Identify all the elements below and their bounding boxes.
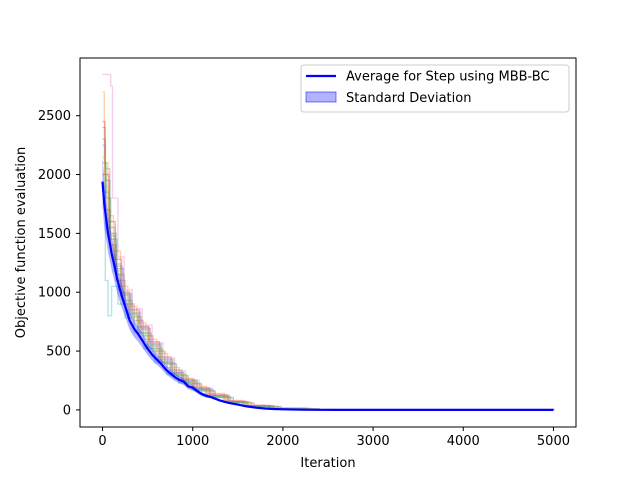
y-tick-label: 2000 xyxy=(38,168,71,183)
x-tick-label: 5000 xyxy=(537,434,570,449)
y-tick-label: 500 xyxy=(46,345,71,360)
average-line-layer xyxy=(101,181,554,411)
run-trace-1 xyxy=(102,138,555,411)
legend: Average for Step using MBB-BC Standard D… xyxy=(300,64,570,113)
x-axis-label: Iteration xyxy=(300,456,355,471)
legend-box xyxy=(300,64,570,113)
x-axis-ticks: 0 1000 2000 3000 4000 5000 xyxy=(98,427,570,449)
legend-std-swatch xyxy=(305,91,337,103)
run-trace-2 xyxy=(102,91,555,411)
y-axis-ticks: 0 500 1000 1500 2000 2500 xyxy=(38,109,80,418)
y-tick-label: 1500 xyxy=(38,227,71,242)
y-tick-label: 1000 xyxy=(38,286,71,301)
run-trace-3 xyxy=(102,162,555,411)
y-tick-label: 2500 xyxy=(38,109,71,124)
run-trace-8 xyxy=(102,126,555,411)
run-trace-5 xyxy=(102,144,555,411)
x-tick-label: 1000 xyxy=(176,434,209,449)
x-tick-label: 2000 xyxy=(266,434,299,449)
x-tick-label: 4000 xyxy=(447,434,480,449)
average-line xyxy=(101,181,554,411)
x-tick-label: 3000 xyxy=(357,434,390,449)
y-tick-label: 0 xyxy=(63,403,71,418)
run-trace-7 xyxy=(102,73,555,411)
y-axis-label: Objective function evaluation xyxy=(14,147,29,338)
legend-std-label: Standard Deviation xyxy=(346,91,471,106)
x-tick-label: 0 xyxy=(98,434,106,449)
run-trace-9 xyxy=(102,156,555,411)
run-trace-4 xyxy=(102,120,555,411)
legend-average-label: Average for Step using MBB-BC xyxy=(346,70,550,85)
plot-frame xyxy=(79,57,577,428)
